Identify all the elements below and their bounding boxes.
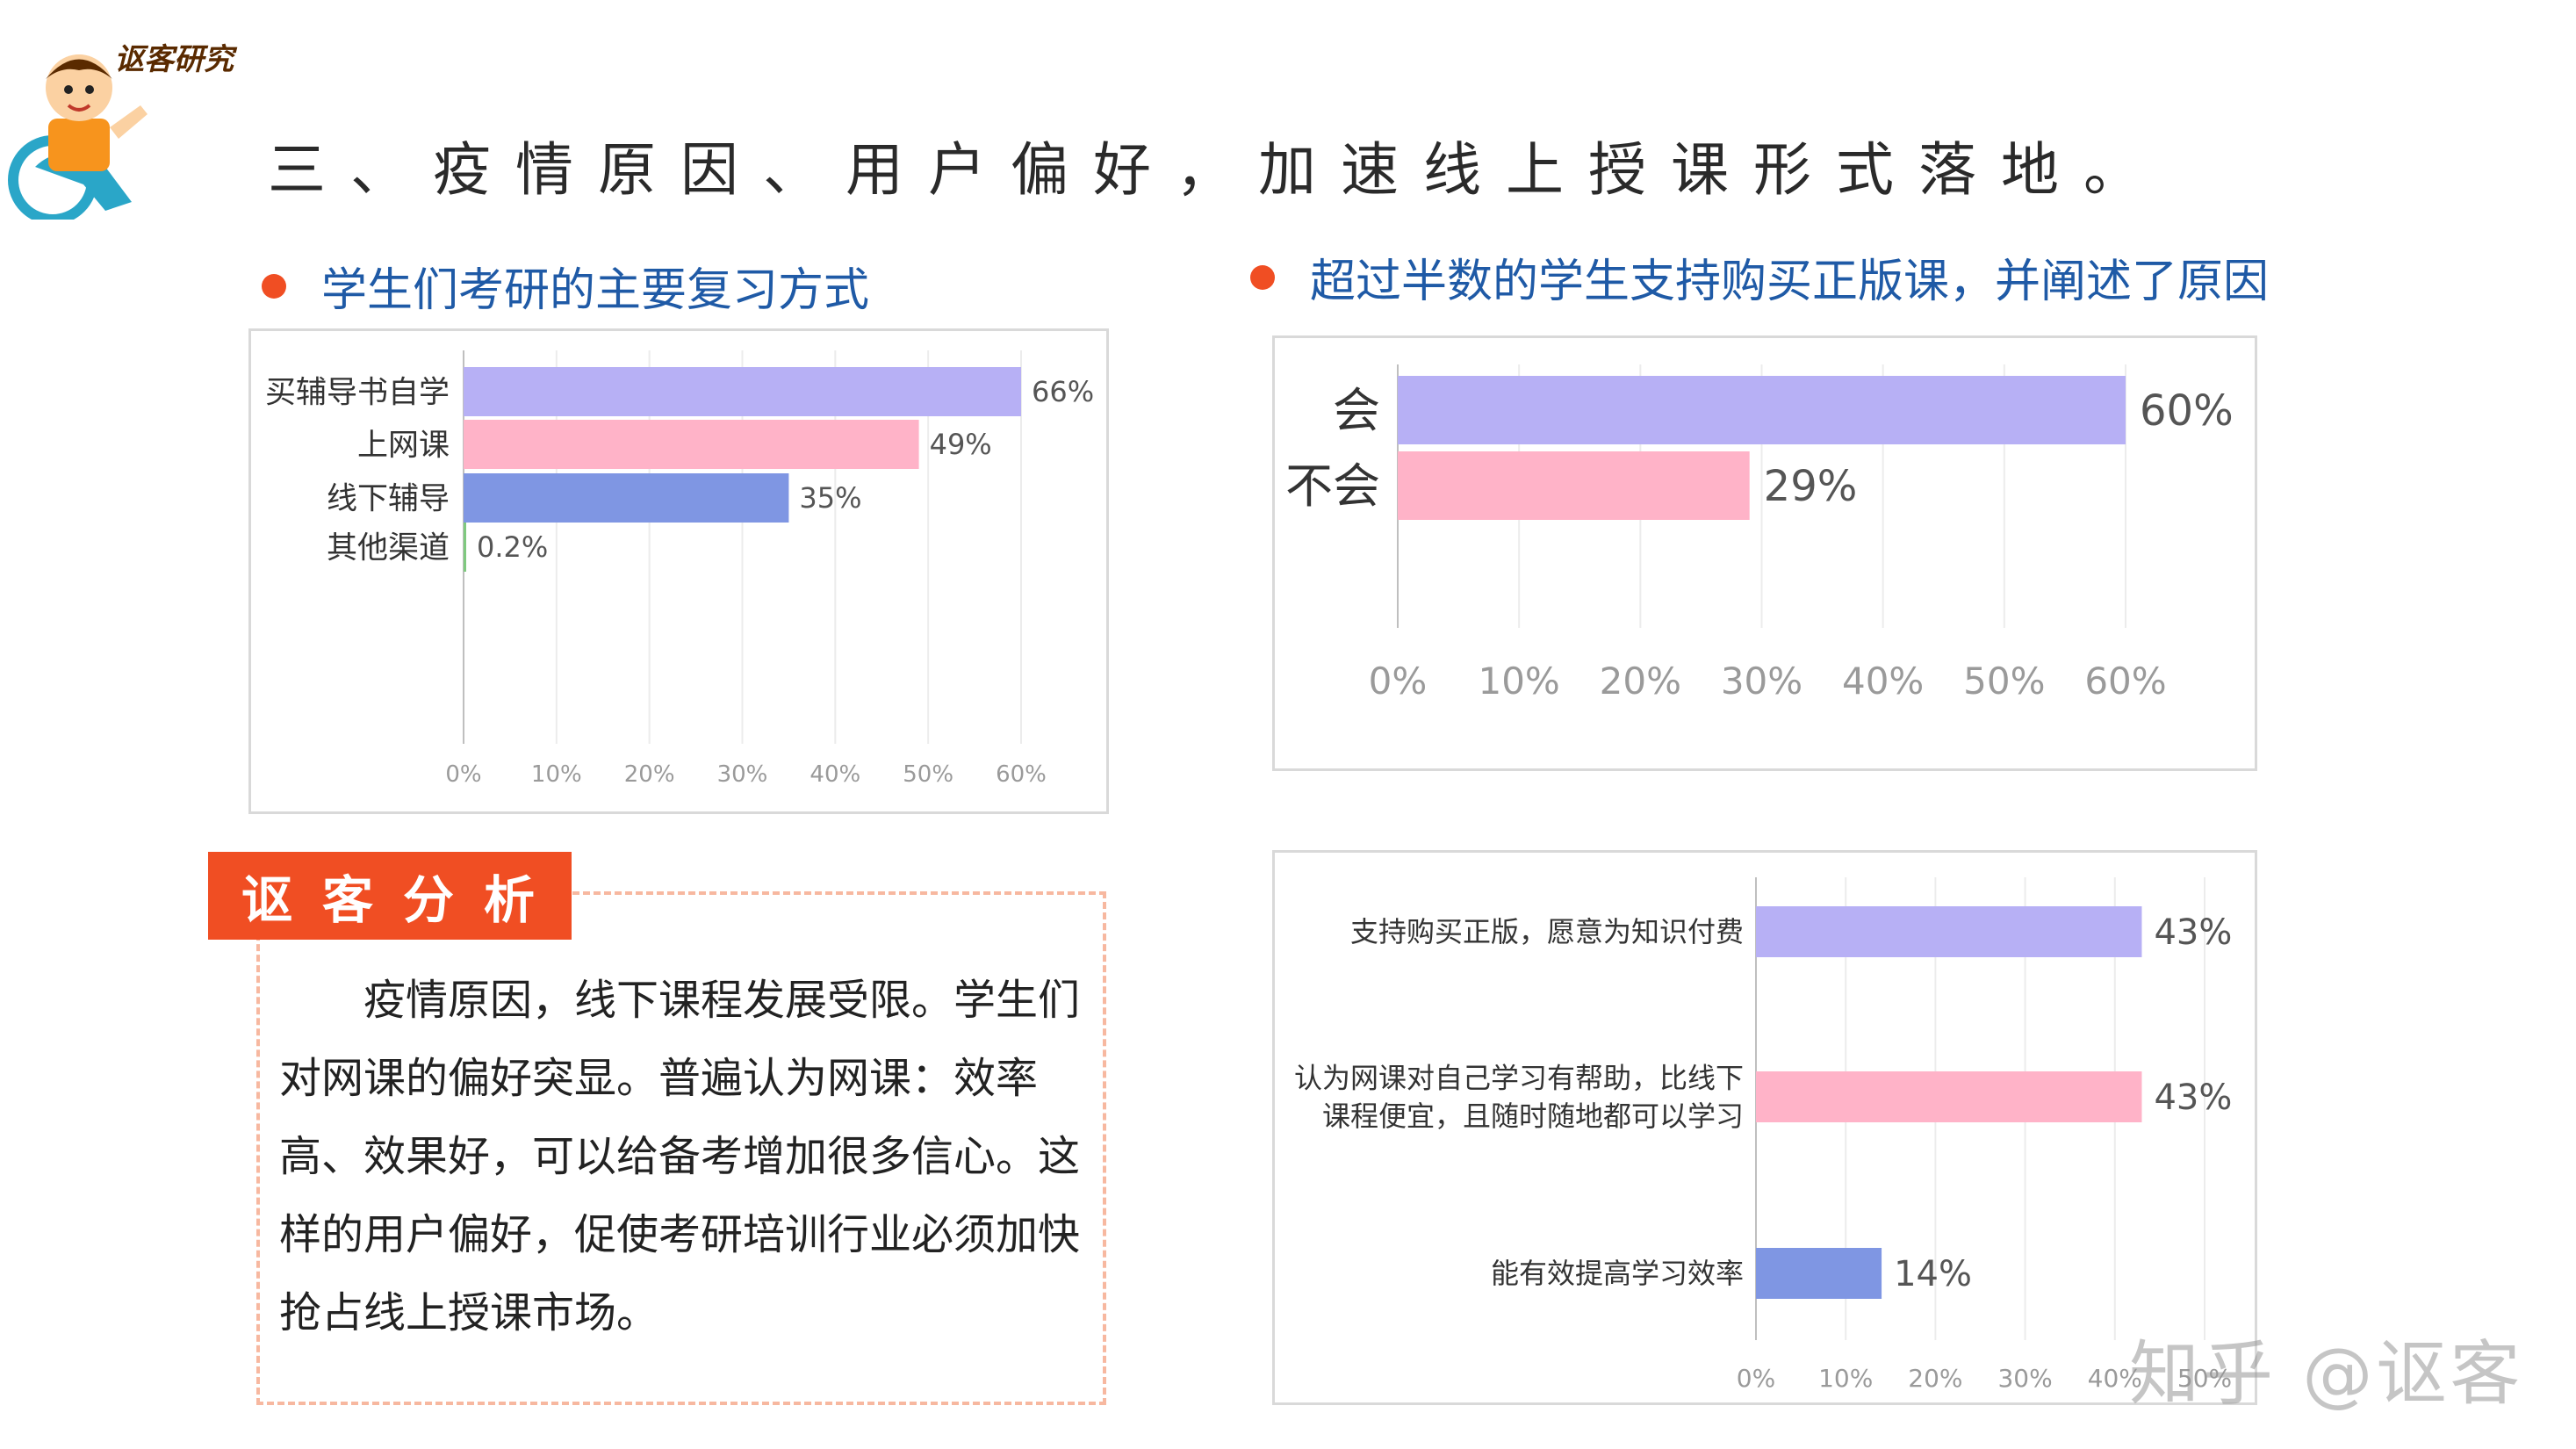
bar — [464, 473, 789, 523]
logo — [0, 35, 176, 225]
watermark: 知乎 @讴客 — [2129, 1333, 2524, 1415]
chart-panel-support: 0% 10% 20% 30% 40% 50% 60% 60% 会 29% 不会 — [1272, 335, 2257, 771]
analysis-text: 疫情原因，线下课程发展受限。学生们对网课的偏好突显。普遍认为网课：效率高、效果好… — [279, 976, 1081, 1337]
category-label: 支持购买正版，愿意为知识付费 — [1350, 915, 1744, 948]
x-tick-label: 0% — [1369, 660, 1428, 703]
category-label: 不会 — [1285, 458, 1380, 514]
chart-study-methods: 0% 10% 20% 30% 40% 50% 60% 66% 买辅导书自学 49% 上网课 35% 线下… — [265, 350, 1094, 788]
bar-value-label: 43% — [2154, 1078, 2232, 1118]
x-tick-label: 40% — [2088, 1364, 2142, 1393]
chart-panel-reasons: 0% 10% 20% 30% 40% 50% 43% 支持购买正版，愿意为知识付费 43% 认为网… — [1272, 850, 2257, 1405]
bar — [464, 523, 466, 572]
x-tick-label: 30% — [1721, 660, 1802, 703]
x-tick-label: 30% — [717, 761, 768, 788]
chart-reasons: 0% 10% 20% 30% 40% 50% 43% 支持购买正版，愿意为知识付费 43% 认为网… — [1294, 877, 2232, 1393]
bar-value-label: 29% — [1764, 462, 1858, 511]
bar-value-label: 66% — [1032, 375, 1094, 408]
left-section-heading: 学生们考研的主要复习方式 — [262, 253, 869, 319]
bar — [1398, 451, 1750, 520]
bar — [1756, 1071, 2142, 1122]
category-label: 上网课 — [357, 428, 450, 463]
category-label: 会 — [1333, 383, 1380, 438]
x-tick-label: 10% — [1818, 1364, 1873, 1393]
x-tick-label: 0% — [1737, 1364, 1775, 1393]
category-label: 课程便宜，且随时随地都可以学习 — [1322, 1099, 1744, 1133]
x-tick-label: 10% — [1478, 660, 1559, 703]
bar-value-label: 60% — [2140, 386, 2234, 436]
analysis-box — [256, 891, 1106, 1405]
bullet-icon — [262, 273, 286, 299]
analysis-tag: 讴客分析 — [208, 852, 572, 940]
bullet-icon — [1250, 264, 1275, 290]
x-tick-label: 0% — [445, 761, 481, 788]
x-tick-label: 10% — [531, 761, 582, 788]
category-label: 能有效提高学习效率 — [1491, 1257, 1744, 1290]
x-tick-label: 50% — [1963, 660, 2045, 703]
x-tick-label: 60% — [996, 761, 1047, 788]
bar-value-label: 0.2% — [477, 530, 548, 564]
x-tick-label: 40% — [809, 761, 860, 788]
bar — [464, 367, 1021, 416]
brand-label: 讴客研究 — [114, 42, 234, 77]
chart-support-purchase: 0% 10% 20% 30% 40% 50% 60% 60% 会 29% 不会 — [1285, 364, 2234, 703]
bar — [1756, 1248, 1882, 1299]
x-tick-label: 30% — [1997, 1364, 2052, 1393]
bar-value-label: 49% — [930, 428, 992, 461]
bar-value-label: 43% — [2154, 912, 2232, 953]
x-tick-label: 50% — [2177, 1364, 2232, 1393]
bar-value-label: 35% — [799, 481, 861, 515]
page-title: 三、疫情原因、用户偏好，加速线上授课形式落地。 — [268, 136, 2166, 204]
x-tick-label: 20% — [624, 761, 675, 788]
bar — [1398, 376, 2126, 444]
chart-panel-study-methods: 0% 10% 20% 30% 40% 50% 60% 66% 买辅导书自学 49% 上网课 35% 线下… — [248, 328, 1109, 814]
category-label: 买辅导书自学 — [265, 375, 450, 410]
category-label: 线下辅导 — [327, 481, 450, 516]
left-heading-text: 学生们考研的主要复习方式 — [321, 264, 870, 317]
x-tick-label: 50% — [903, 761, 953, 788]
bar-value-label: 14% — [1894, 1254, 1972, 1294]
right-section-heading: 超过半数的学生支持购买正版课，并阐述了原因 — [1250, 244, 2269, 310]
x-tick-label: 60% — [2084, 660, 2166, 703]
x-tick-label: 40% — [1842, 660, 1924, 703]
x-tick-label: 20% — [1600, 660, 1681, 703]
right-heading-text: 超过半数的学生支持购买正版课，并阐述了原因 — [1310, 256, 2270, 308]
bar — [464, 420, 919, 469]
category-label: 认为网课对自己学习有帮助，比线下 — [1294, 1062, 1744, 1095]
bar — [1756, 906, 2142, 957]
category-label: 其他渠道 — [327, 530, 450, 566]
x-tick-label: 20% — [1908, 1364, 1962, 1393]
